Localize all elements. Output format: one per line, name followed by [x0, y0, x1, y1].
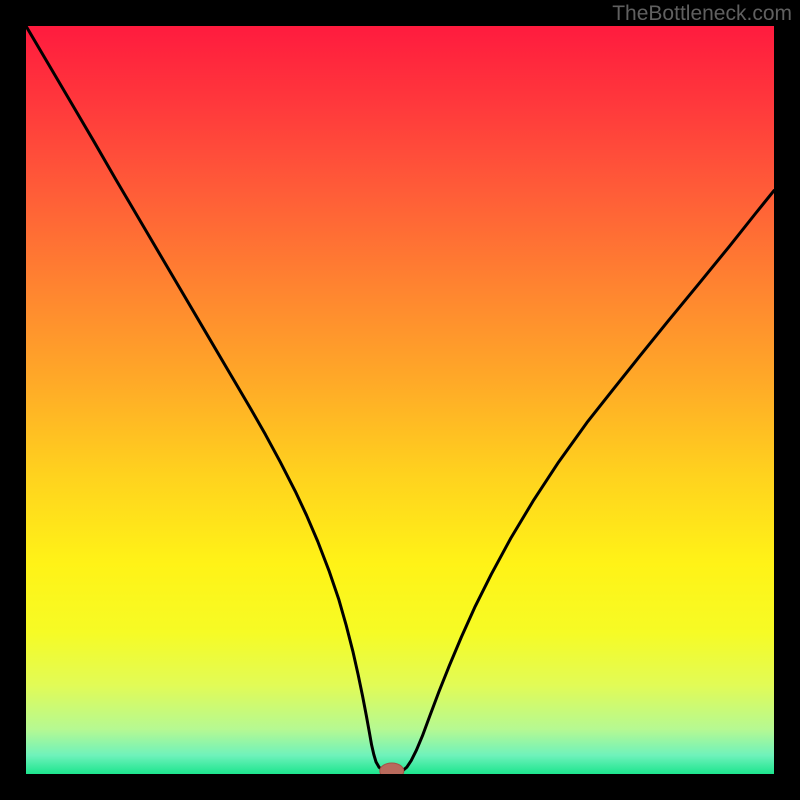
chart-background — [26, 26, 774, 774]
attribution-label: TheBottleneck.com — [612, 2, 792, 26]
bottleneck-chart: TheBottleneck.com — [0, 0, 800, 800]
chart-svg — [0, 0, 800, 800]
